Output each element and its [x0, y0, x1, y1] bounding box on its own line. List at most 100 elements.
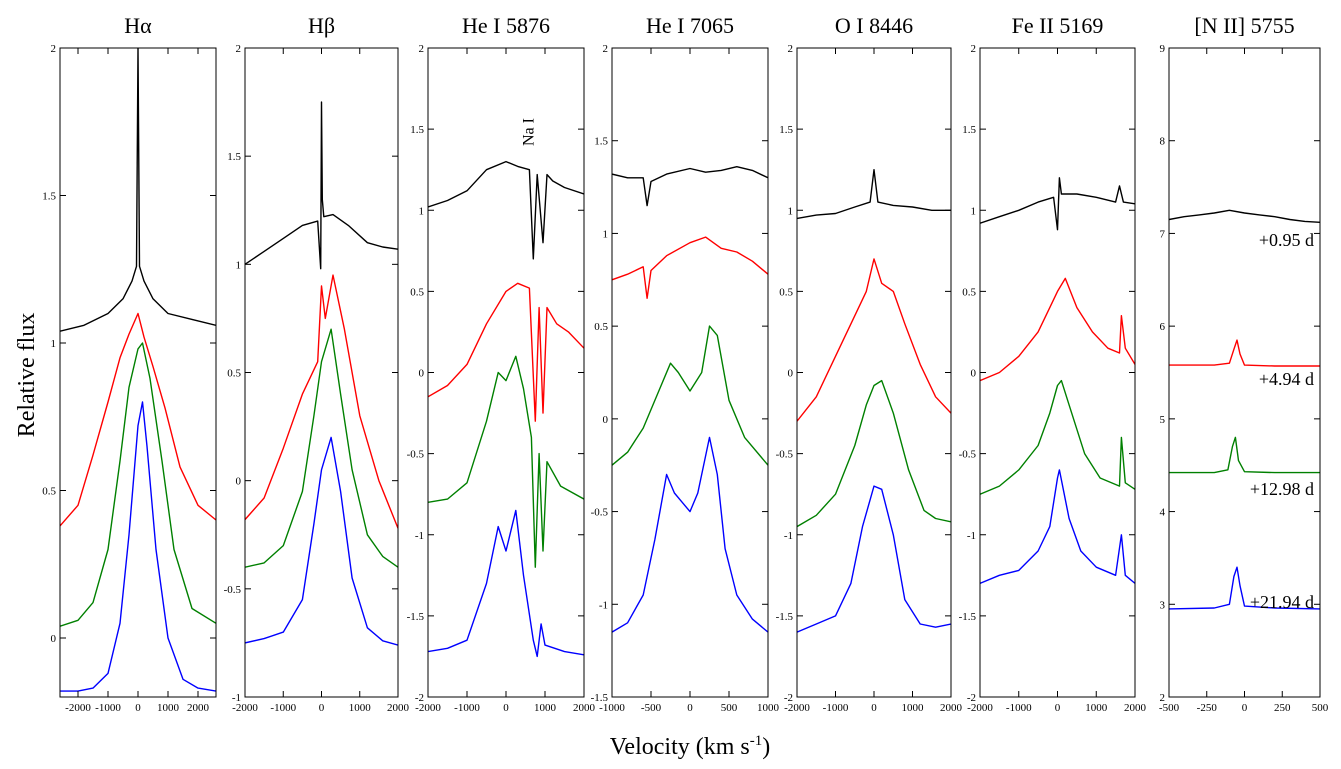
y-tick-label: -1.5 — [959, 611, 977, 623]
panel-frame — [796, 47, 952, 698]
series-line-494d — [428, 282, 584, 422]
x-axis-title: Velocity (km s-1) — [610, 733, 770, 760]
panel-title: Fe II 5169 — [1012, 13, 1104, 38]
y-tick-label: 2 — [603, 43, 609, 55]
series-line-1298d — [245, 328, 398, 568]
series-line-095d — [1169, 209, 1320, 223]
y-tick-label: 2 — [51, 43, 57, 55]
y-tick-label: 1.5 — [42, 191, 56, 203]
y-tick-label: 2 — [1160, 692, 1166, 704]
y-tick-label: 0.5 — [42, 486, 56, 498]
x-tick-label: 0 — [687, 702, 693, 714]
x-tick-label: 1000 — [349, 702, 372, 714]
x-tick-label: -2000 — [415, 702, 441, 714]
x-tick-label: 500 — [1312, 702, 1329, 714]
y-tick-label: 2 — [971, 43, 977, 55]
panel-4: -1.5 -1 -0.5 0 0.5 1 1.5 2 -1000 -500 0 500 1000 He I… — [591, 13, 780, 714]
series-line-095d — [797, 168, 951, 220]
panel-6: -2 -1.5 -1 -0.5 0 0.5 1 1.5 2 -2000 -1000 0 1000 2000… — [959, 13, 1147, 714]
x-tick-label: -500 — [1159, 702, 1180, 714]
series-line-2194d — [1169, 566, 1320, 610]
series-line-494d — [245, 274, 398, 529]
y-tick-label: 0.5 — [962, 286, 976, 298]
y-tick-label: 1 — [971, 205, 977, 217]
panel-title: He I 5876 — [462, 13, 550, 38]
y-tick-label: -0.5 — [591, 507, 609, 519]
x-tick-label: -1000 — [454, 702, 480, 714]
y-tick-label: -1.5 — [591, 692, 609, 704]
y-tick-label: 1.5 — [962, 124, 976, 136]
x-tick-label: -1000 — [270, 702, 296, 714]
series-line-1298d — [1169, 436, 1320, 474]
x-tick-label: 0 — [135, 702, 141, 714]
y-tick-label: -1 — [967, 530, 976, 542]
epoch-label: +21.94 d — [1250, 592, 1314, 612]
y-tick-label: -1 — [232, 692, 241, 704]
x-tick-label: -500 — [641, 702, 662, 714]
x-tick-label: 2000 — [187, 702, 210, 714]
series-line-2194d — [980, 469, 1135, 585]
x-tick-label: 2000 — [940, 702, 963, 714]
series-line-494d — [980, 277, 1135, 382]
x-tick-label: -1000 — [95, 702, 121, 714]
x-tick-label: -2000 — [65, 702, 91, 714]
series-line-1298d — [428, 355, 584, 568]
x-tick-label: 2000 — [387, 702, 410, 714]
y-tick-label: 0 — [51, 633, 57, 645]
y-tick-label: 1 — [603, 228, 609, 240]
x-tick-label: -2000 — [967, 702, 993, 714]
y-tick-label: 0.5 — [227, 368, 241, 380]
y-tick-label: -2 — [784, 692, 793, 704]
y-tick-label: 5 — [1160, 414, 1166, 426]
panel-5: -2 -1.5 -1 -0.5 0 0.5 1 1.5 2 -2000 -1000 0 1000 2000… — [776, 13, 963, 714]
y-tick-label: 1 — [419, 205, 425, 217]
y-tick-label: 2 — [788, 43, 794, 55]
series-line-2194d — [428, 509, 584, 658]
series-line-494d — [1169, 339, 1320, 367]
series-line-2194d — [797, 485, 951, 633]
x-tick-label: 1000 — [157, 702, 180, 714]
series-line-2194d — [612, 436, 768, 633]
x-tick-label: -2000 — [784, 702, 810, 714]
series-line-1298d — [980, 379, 1135, 495]
series-line-1298d — [60, 342, 216, 627]
series-line-494d — [612, 236, 768, 299]
epoch-label: +4.94 d — [1259, 369, 1314, 389]
y-tick-label: 0 — [603, 414, 609, 426]
y-tick-label: 6 — [1160, 321, 1166, 333]
y-tick-label: 3 — [1160, 599, 1166, 611]
y-tick-label: -0.5 — [407, 449, 425, 461]
y-tick-label: 7 — [1160, 228, 1166, 240]
y-tick-label: 0.5 — [594, 321, 608, 333]
panel-frame — [979, 47, 1136, 698]
y-tick-label: 1.5 — [410, 124, 424, 136]
x-tick-label: 0 — [503, 702, 509, 714]
panel-title: Hα — [124, 13, 152, 38]
epoch-label: +12.98 d — [1250, 479, 1314, 499]
y-tick-label: 2 — [419, 43, 425, 55]
x-tick-label: -1000 — [823, 702, 849, 714]
panel-title: Hβ — [308, 13, 335, 38]
x-tick-label: 1000 — [534, 702, 557, 714]
x-tick-label: -250 — [1197, 702, 1218, 714]
y-tick-label: 0.5 — [410, 286, 424, 298]
panel-frame — [427, 47, 585, 698]
y-tick-label: -2 — [415, 692, 424, 704]
y-tick-label: -1 — [784, 530, 793, 542]
x-tick-label: 250 — [1274, 702, 1291, 714]
y-tick-label: 1 — [788, 205, 794, 217]
series-line-095d — [60, 48, 216, 332]
x-tick-label: -2000 — [232, 702, 258, 714]
y-tick-label: -1.5 — [776, 611, 794, 623]
x-tick-label: -1000 — [599, 702, 625, 714]
x-tick-label: 500 — [721, 702, 738, 714]
x-tick-label: 1000 — [757, 702, 780, 714]
x-tick-label: 0 — [871, 702, 877, 714]
y-tick-label: 9 — [1160, 43, 1166, 55]
y-tick-label: -1 — [599, 599, 608, 611]
panel-2: -1 -0.5 0 0.5 1 1.5 2 -2000 -1000 0 1000 2000 Hβ — [224, 13, 410, 714]
panel-3: -2 -1.5 -1 -0.5 0 0.5 1 1.5 2 -2000 -1000 0 1000 2000… — [407, 13, 596, 714]
y-tick-label: 1.5 — [594, 136, 608, 148]
